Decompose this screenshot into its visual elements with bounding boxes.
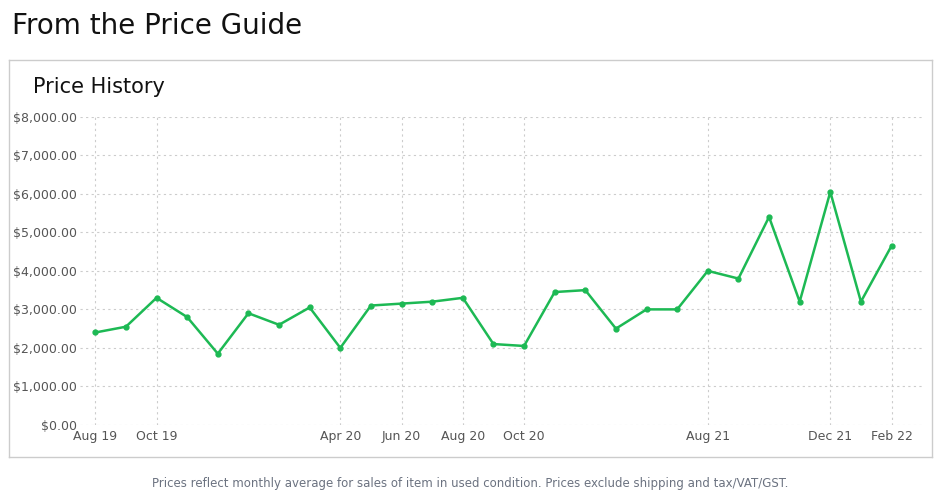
Text: Price History: Price History: [33, 77, 165, 97]
Text: From the Price Guide: From the Price Guide: [12, 12, 302, 40]
Text: Prices reflect monthly average for sales of item in used condition. Prices exclu: Prices reflect monthly average for sales…: [152, 477, 789, 490]
